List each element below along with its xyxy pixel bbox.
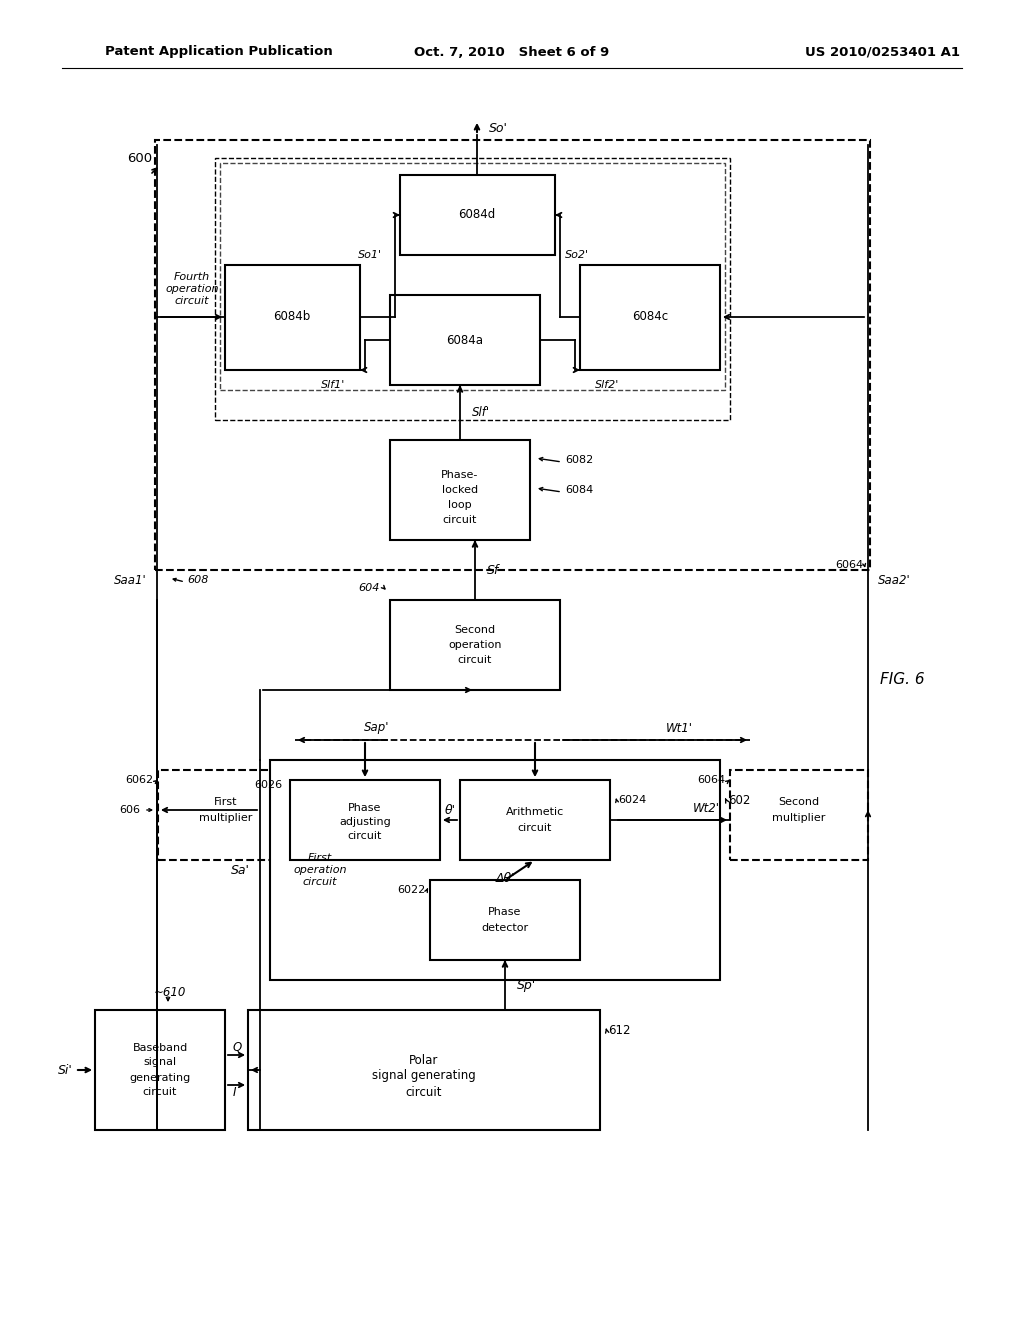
Text: Phase-: Phase-	[441, 470, 478, 480]
Text: 604: 604	[358, 583, 380, 593]
Bar	[158, 770, 295, 861]
Text: 6084b: 6084b	[273, 310, 310, 323]
Text: Phase: Phase	[488, 907, 521, 917]
Text: Q: Q	[233, 1040, 243, 1053]
Text: 6084: 6084	[565, 484, 593, 495]
Text: loop: loop	[449, 500, 472, 510]
Text: multiplier: multiplier	[200, 813, 253, 822]
Text: 600: 600	[127, 152, 153, 165]
Text: So1': So1'	[358, 249, 382, 260]
Text: circuit: circuit	[518, 822, 552, 833]
Text: Second: Second	[778, 797, 819, 807]
Bar	[220, 162, 725, 389]
Text: Wt2': Wt2'	[693, 801, 720, 814]
Text: Slf1': Slf1'	[321, 380, 345, 389]
Text: Slf2': Slf2'	[595, 380, 620, 389]
Text: circuit: circuit	[348, 832, 382, 841]
Text: Phase: Phase	[348, 803, 382, 813]
Text: Oct. 7, 2010   Sheet 6 of 9: Oct. 7, 2010 Sheet 6 of 9	[415, 45, 609, 58]
Text: Fourth
operation
circuit: Fourth operation circuit	[165, 272, 219, 306]
Bar	[248, 1010, 600, 1130]
Text: Si': Si'	[58, 1064, 73, 1077]
Text: locked: locked	[442, 484, 478, 495]
Text: Patent Application Publication: Patent Application Publication	[105, 45, 333, 58]
Text: Sf: Sf	[487, 564, 500, 577]
Text: Wt1': Wt1'	[666, 722, 692, 734]
Bar	[390, 294, 540, 385]
Text: 6064: 6064	[835, 560, 863, 570]
Text: generating: generating	[129, 1073, 190, 1082]
Text: Sap': Sap'	[365, 722, 390, 734]
Text: Δθ': Δθ'	[496, 871, 515, 884]
Text: circuit: circuit	[458, 655, 493, 665]
Bar	[460, 780, 610, 861]
Text: US 2010/0253401 A1: US 2010/0253401 A1	[805, 45, 961, 58]
Bar	[270, 760, 720, 979]
Bar	[730, 770, 868, 861]
Text: 6084a: 6084a	[446, 334, 483, 346]
Bar	[290, 780, 440, 861]
Text: FIG. 6: FIG. 6	[880, 672, 925, 688]
Text: 602: 602	[728, 793, 751, 807]
Bar	[225, 265, 360, 370]
Text: θ': θ'	[444, 804, 456, 817]
Text: signal generating: signal generating	[372, 1069, 476, 1082]
Text: adjusting: adjusting	[339, 817, 391, 828]
Text: Second: Second	[455, 624, 496, 635]
Bar	[430, 880, 580, 960]
Text: detector: detector	[481, 923, 528, 933]
Text: 6062: 6062	[125, 775, 153, 785]
Text: 6082: 6082	[565, 455, 593, 465]
Text: circuit: circuit	[142, 1086, 177, 1097]
Bar	[95, 1010, 225, 1130]
Text: Slf': Slf'	[472, 405, 490, 418]
Text: Arithmetic: Arithmetic	[506, 807, 564, 817]
Text: Saa1': Saa1'	[115, 573, 147, 586]
Text: ~610: ~610	[154, 986, 186, 998]
Bar	[215, 158, 730, 420]
Text: 6084d: 6084d	[459, 209, 496, 222]
Text: circuit: circuit	[406, 1085, 442, 1098]
Text: multiplier: multiplier	[772, 813, 825, 822]
Text: Polar: Polar	[410, 1053, 438, 1067]
Text: 6024: 6024	[618, 795, 646, 805]
Text: First: First	[214, 797, 238, 807]
Bar	[155, 140, 870, 570]
Text: Saa2': Saa2'	[878, 573, 910, 586]
Bar	[580, 265, 720, 370]
Text: 6022: 6022	[396, 884, 425, 895]
Text: So': So'	[489, 121, 508, 135]
Text: 612: 612	[608, 1023, 631, 1036]
Text: 606: 606	[119, 805, 140, 814]
Bar	[390, 601, 560, 690]
Text: 6026: 6026	[254, 780, 282, 789]
Bar	[400, 176, 555, 255]
Text: Baseband: Baseband	[132, 1043, 187, 1053]
Text: Sp': Sp'	[517, 978, 537, 991]
Text: operation: operation	[449, 640, 502, 649]
Text: I: I	[233, 1086, 237, 1100]
Text: So2': So2'	[565, 249, 589, 260]
Text: circuit: circuit	[442, 515, 477, 525]
Text: 6064: 6064	[697, 775, 725, 785]
Text: First
operation
circuit: First operation circuit	[293, 854, 347, 887]
Text: signal: signal	[143, 1057, 176, 1067]
Bar	[390, 440, 530, 540]
Text: Sa': Sa'	[231, 863, 250, 876]
Text: 6084c: 6084c	[632, 310, 668, 323]
Text: 608: 608	[187, 576, 208, 585]
